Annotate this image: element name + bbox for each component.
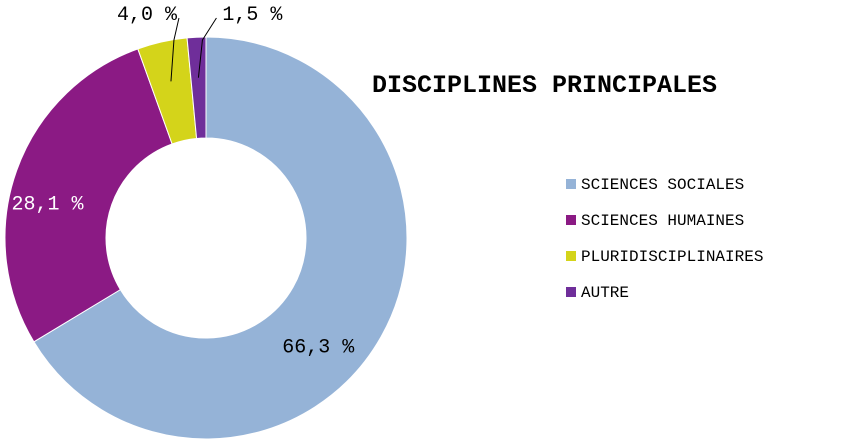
slice-sciences-humaines bbox=[4, 48, 173, 343]
data-label-autre: 1,5 % bbox=[222, 4, 283, 27]
slices-group bbox=[4, 36, 408, 440]
legend-swatch-sciences-sociales bbox=[566, 179, 576, 189]
legend-swatch-pluridisciplinaires bbox=[566, 251, 576, 261]
data-label-pluridisciplinaires: 4,0 % bbox=[117, 4, 178, 27]
leader-line-pluridisciplinaires bbox=[170, 17, 180, 82]
slice-sciences-sociales bbox=[33, 36, 408, 440]
data-label-sciences-humaines: 28,1 % bbox=[11, 193, 84, 216]
legend-swatch-sciences-humaines bbox=[566, 215, 576, 225]
legend-label-sciences-sociales: SCIENCES SOCIALES bbox=[581, 176, 744, 194]
data-label-sciences-sociales: 66,3 % bbox=[282, 337, 355, 360]
leader-lines-group bbox=[170, 17, 217, 82]
chart-title: DISCIPLINES PRINCIPALES bbox=[372, 71, 717, 100]
legend-label-pluridisciplinaires: PLURIDISCIPLINAIRES bbox=[581, 248, 763, 266]
legend: SCIENCES SOCIALES SCIENCES HUMAINES PLURID… bbox=[566, 176, 763, 302]
leader-line-autre bbox=[197, 17, 217, 78]
legend-label-sciences-humaines: SCIENCES HUMAINES bbox=[581, 212, 744, 230]
slice-autre bbox=[186, 36, 207, 139]
legend-swatch-autre bbox=[566, 287, 576, 297]
legend-label-autre: AUTRE bbox=[581, 284, 629, 302]
data-labels-group: 66,3 % 28,1 % 4,0 % 1,5 % bbox=[11, 4, 355, 360]
